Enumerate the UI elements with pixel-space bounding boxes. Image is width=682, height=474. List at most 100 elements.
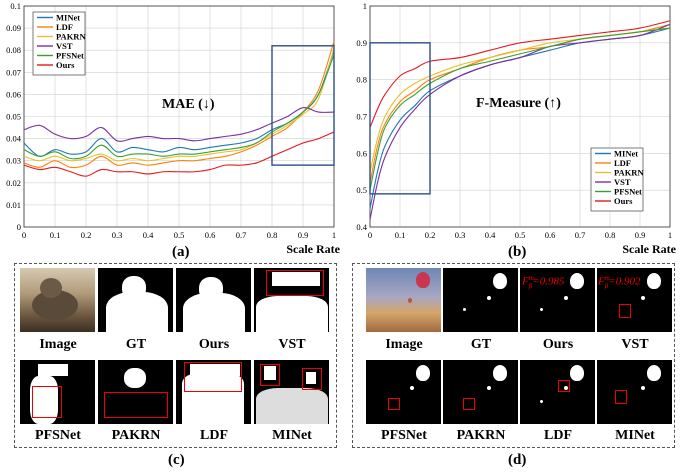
y-tick-label: 0.04 — [6, 134, 22, 144]
caption-d-4: VST — [621, 337, 649, 352]
caption-d-5: PFSNet — [381, 428, 427, 443]
caption-d-6: PAKRN — [456, 428, 506, 443]
fmeasure-vst: Fmβ=0.902 — [598, 274, 641, 290]
y-tick-label: 0.6 — [356, 148, 367, 158]
x-tick-label: 1 — [668, 230, 672, 240]
x-tick-label: 0.3 — [455, 230, 466, 240]
caption-d-1: Image — [385, 337, 423, 352]
series-line-pfsnet — [23, 54, 335, 160]
y-tick-label: 0.4 — [356, 222, 367, 232]
legend-label-ours: Ours — [56, 60, 75, 70]
caption-c-4: VST — [278, 337, 306, 352]
x-tick-label: 0.1 — [50, 230, 61, 240]
x-tick-label: 0.7 — [575, 230, 586, 240]
caption-d-2: GT — [470, 337, 492, 352]
series-line-vst — [23, 107, 335, 142]
x-tick-label: 0.8 — [605, 230, 616, 240]
x-tick-label: 0.5 — [174, 230, 185, 240]
caption-c-7: LDF — [200, 428, 228, 443]
x-tick-label: 0.9 — [298, 230, 309, 240]
fmeasure-chart: 0 0.1 0.2 0.3 0.4 0.5 0.6 0.7 0.8 0.9 1 0.4 0.5 0.6 0.… — [356, 1, 676, 256]
caption-d-3: Ours — [542, 337, 574, 352]
y-tick-label: 0.07 — [6, 67, 21, 77]
x-tick-label: 0.2 — [81, 230, 92, 240]
cat-pakrn — [98, 360, 173, 424]
cat-minet — [254, 360, 329, 424]
y-tick-label: 0.05 — [6, 112, 21, 122]
label-c: (c) — [168, 452, 185, 468]
x-tick-label: 0 — [22, 230, 26, 240]
legend-label-ldf: LDF — [56, 22, 73, 32]
legend-label-vst: VST — [56, 41, 73, 51]
cat-ldf — [176, 360, 251, 424]
panel-c — [14, 263, 337, 448]
caption-c-2: GT — [125, 337, 147, 352]
label-b: (b) — [508, 244, 527, 260]
caption-c-6: PAKRN — [111, 428, 161, 443]
mae-chart: 0 0.1 0.2 0.3 0.4 0.5 0.6 0.7 0.8 0.9 1 0 0.01 0.02 0.… — [6, 1, 340, 256]
cat-gt — [98, 268, 173, 332]
x-tick-label: 0.7 — [236, 230, 247, 240]
y-tick-label: 0.01 — [6, 200, 21, 210]
y-tick-label: 0.08 — [6, 45, 21, 55]
balloon-gt — [443, 268, 518, 332]
legend-label-ours: Ours — [614, 196, 633, 206]
caption-d-8: MINet — [615, 428, 655, 443]
legend-label-minet: MINet — [56, 13, 80, 23]
label-a: (a) — [172, 244, 190, 260]
caption-c-5: PFSNet — [35, 428, 81, 443]
caption-c-1: Image — [39, 337, 77, 352]
balloon-image — [366, 268, 441, 332]
series-line-pfsnet — [369, 27, 671, 191]
panel-d — [352, 263, 675, 448]
x-tick-label: 0.3 — [112, 230, 123, 240]
x-tick-label: 0.9 — [635, 230, 646, 240]
x-tick-label: 0.2 — [425, 230, 436, 240]
cat-image — [20, 268, 95, 332]
x-axis-label: Scale Rate — [622, 242, 676, 256]
series-line-vst — [369, 23, 671, 220]
highlight-box — [369, 42, 431, 195]
legend-label-pfsnet: PFSNet — [614, 187, 642, 197]
series-line-ldf — [23, 41, 335, 169]
x-tick-label: 0.4 — [143, 230, 154, 240]
balloon-vst — [597, 268, 672, 332]
x-axis-label: Scale Rate — [286, 242, 340, 256]
legend-label-ldf: LDF — [614, 158, 631, 168]
y-tick-label: 0.03 — [6, 156, 21, 166]
y-tick-label: 0.7 — [356, 112, 367, 122]
legend-label-pakrn: PAKRN — [614, 168, 644, 178]
x-tick-label: 0.1 — [395, 230, 406, 240]
cat-vst — [254, 268, 329, 332]
x-tick-label: 0.8 — [267, 230, 278, 240]
y-tick-label: 0.1 — [10, 1, 21, 11]
fmeasure-ours: Fmβ=0.985 — [522, 274, 565, 290]
y-tick-label: 0.09 — [6, 23, 21, 33]
x-tick-label: 0.6 — [205, 230, 216, 240]
x-tick-label: 0.4 — [485, 230, 496, 240]
cat-ours — [176, 268, 251, 332]
y-tick-label: 1 — [363, 1, 367, 11]
x-tick-label: 0 — [368, 230, 372, 240]
y-tick-label: 0.02 — [6, 178, 21, 188]
chart-title: MAE (↓) — [162, 97, 215, 112]
legend-label-minet: MINet — [614, 149, 638, 159]
series-line-ours — [369, 20, 671, 128]
x-tick-label: 0.5 — [515, 230, 526, 240]
highlight-box — [271, 45, 335, 166]
y-tick-label: 0.06 — [6, 89, 21, 99]
balloon-minet — [597, 360, 672, 424]
caption-c-3: Ours — [198, 337, 230, 352]
x-tick-label: 0.6 — [545, 230, 556, 240]
legend-label-pfsnet: PFSNet — [56, 51, 84, 61]
y-tick-label: 0.8 — [356, 75, 367, 85]
y-tick-label: 0 — [17, 222, 21, 232]
balloon-pfsnet — [366, 360, 441, 424]
chart-title: F-Measure (↑) — [476, 96, 561, 111]
legend-label-vst: VST — [614, 177, 631, 187]
balloon-ldf — [520, 360, 595, 424]
y-tick-label: 0.9 — [356, 38, 367, 48]
label-d: (d) — [508, 452, 527, 468]
caption-c-8: MINet — [272, 428, 312, 443]
caption-d-7: LDF — [544, 428, 572, 443]
